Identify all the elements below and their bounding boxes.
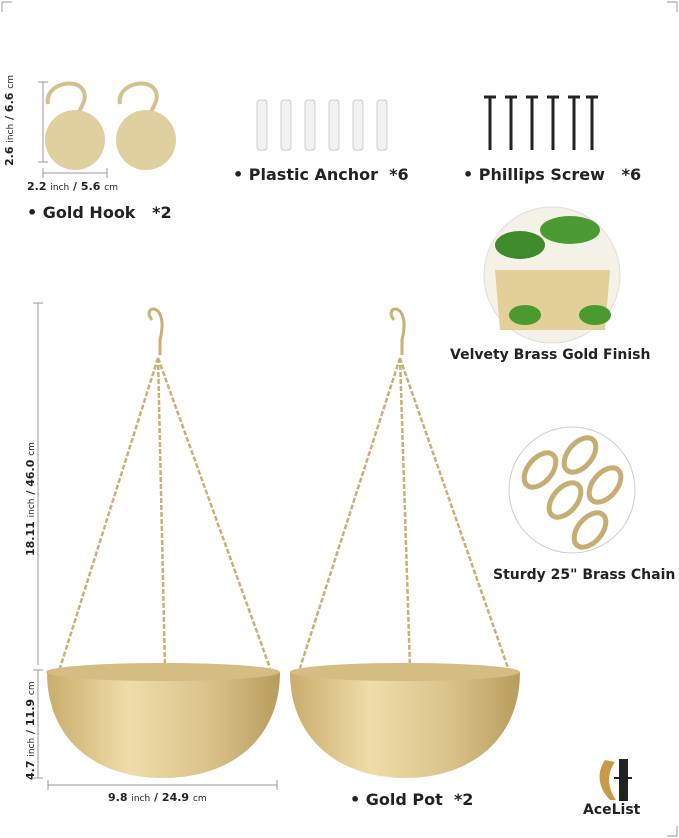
phillips-screw-name: Phillips Screw (478, 165, 605, 184)
unit-separator: / (24, 729, 37, 734)
pot-total-height-cm: 46.0 (24, 459, 37, 487)
gold-hook-label: • Gold Hook *2 (27, 203, 172, 222)
pot-total-height-label: 18.11 inch / 46.0 cm (24, 442, 37, 556)
plastic-anchor-label: • Plastic Anchor *6 (233, 165, 409, 184)
unit-cm: cm (6, 75, 16, 89)
pot-diameter-label: 9.8 inch / 24.9 cm (108, 791, 207, 804)
unit-cm: cm (192, 794, 207, 804)
gold-hook-icon (45, 81, 176, 170)
acelist-logo (599, 759, 632, 801)
plastic-anchor-icon (256, 99, 388, 151)
gold-hook-name: Gold Hook (42, 203, 136, 222)
gold-pot-name: Gold Pot (365, 790, 443, 809)
brass-chain-photo (508, 426, 636, 554)
phillips-screw-label: • Phillips Screw *6 (463, 165, 642, 184)
unit-separator: / (154, 791, 159, 804)
hook-width-cm: 5.6 (80, 180, 101, 193)
hook-width-label: 2.2 inch / 5.6 cm (27, 180, 118, 193)
pot-dimension-lines (33, 302, 278, 790)
unit-cm: cm (27, 681, 37, 696)
unit-inch: inch (131, 794, 151, 804)
pot-diameter-cm: 24.9 (161, 791, 190, 804)
hook-width-inch: 2.2 (27, 180, 47, 193)
unit-cm: cm (27, 442, 37, 456)
pot-diameter-inch: 9.8 (108, 791, 128, 804)
unit-separator: / (73, 180, 78, 193)
phillips-screw-qty: *6 (621, 165, 642, 184)
pot-total-height-inch: 18.11 (24, 521, 37, 556)
plastic-anchor-name: Plastic Anchor (248, 165, 379, 184)
plastic-anchor-qty: *6 (389, 165, 409, 184)
unit-inch: inch (6, 123, 16, 143)
finish-label: Velvety Brass Gold Finish (450, 347, 651, 363)
unit-separator: / (24, 490, 37, 495)
phillips-screw-icon (484, 95, 598, 150)
hook-height-label: 2.6 inch / 6.6 cm (3, 75, 16, 166)
unit-cm: cm (104, 183, 118, 193)
pot-bowl-height-inch: 4.7 (24, 760, 37, 781)
unit-separator: / (3, 115, 16, 120)
brand-name: AceList (583, 802, 641, 818)
hook-height-cm: 6.6 (3, 92, 16, 113)
hook-height-inch: 2.6 (3, 146, 16, 167)
gold-hook-qty: *2 (152, 203, 172, 222)
brass-finish-photo (483, 206, 621, 344)
gold-pot-qty: *2 (453, 790, 474, 809)
gold-pot-right (290, 307, 520, 778)
gold-pot-label: • Gold Pot *2 (350, 790, 474, 809)
chain-label: Sturdy 25" Brass Chain (493, 567, 676, 583)
hook-dimension-lines (38, 81, 108, 178)
unit-inch: inch (27, 498, 37, 518)
gold-pot-left (46, 307, 280, 778)
unit-inch: inch (27, 737, 37, 757)
unit-inch: inch (50, 183, 70, 193)
pot-bowl-height-cm: 11.9 (24, 698, 37, 727)
pot-bowl-height-label: 4.7 inch / 11.9 cm (24, 681, 37, 780)
